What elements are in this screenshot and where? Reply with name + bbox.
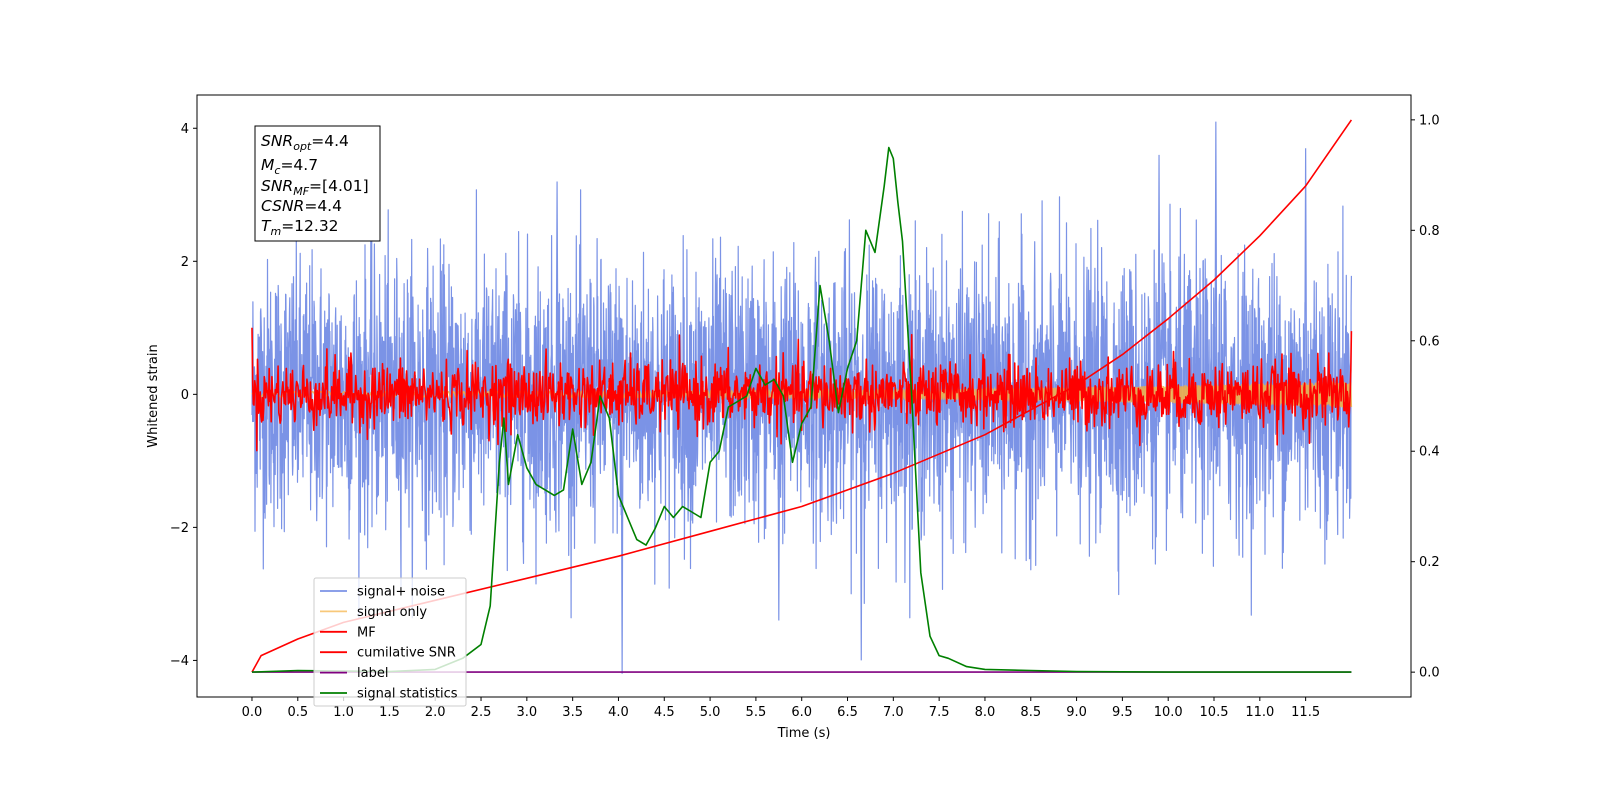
x-tick-label: 5.0 [700,705,721,720]
x-axis-label: Time (s) [777,726,831,741]
csnr-text: CSNR=4.4 [261,197,342,215]
x-tick-label: 3.0 [516,705,537,720]
x-tick-label: 0.0 [242,705,263,720]
axes-frame [196,94,1412,698]
y2-tick-label: 0.2 [1419,555,1440,570]
legend-label-3: cumilative SNR [357,646,456,661]
x-tick-label: 4.0 [608,705,629,720]
mc-text: Mc=4.7 [261,156,318,177]
series-spike-0-3 [1304,148,1308,395]
x-tick-label: 6.5 [837,705,858,720]
y2-tick-label: 1.0 [1419,113,1440,128]
legend: signal+ noise signal only MF cumilative SNR… [313,577,467,707]
x-tick-label: 9.0 [1066,705,1087,720]
series-line-5 [251,146,1352,673]
x-tick-label: 7.0 [883,705,904,720]
series-spike-0-2 [859,394,863,661]
y-tick-label: 0 [181,388,189,403]
x-tick-label: 8.0 [975,705,996,720]
x-tick-label: 1.0 [333,705,354,720]
y2-tick-label: 0.8 [1419,224,1440,239]
x-tick-label: 1.5 [379,705,400,720]
tm-text: Tm=12.32 [261,217,339,238]
x-tick-label: 8.5 [1020,705,1041,720]
y2-tick-label: 0.6 [1419,334,1440,349]
x-tick-label: 2.5 [471,705,492,720]
x-axis: 0.0 0.5 1.0 1.5 2.0 2.5 3.0 3.5 4.0 4.5 5.0 5.5 6.0 6… [242,697,1320,720]
x-tick-label: 3.5 [562,705,583,720]
y-axis-right: 1.0 0.8 0.6 0.4 0.2 0.0 [1411,113,1440,681]
y-tick-label: 4 [181,122,189,137]
series-spike-0-4 [1157,154,1161,395]
legend-label-5: signal statistics [357,687,458,702]
y-tick-label: 2 [181,255,189,270]
series-line-2 [251,327,1353,452]
legend-label-0: signal+ noise [357,585,445,600]
stats-annotation-box: SNRopt=4.4 Mc=4.7 SNRMF=[4.01] CSNR=4.4 … [254,125,381,242]
y-tick-label: −2 [170,521,189,536]
legend-label-2: MF [357,625,376,640]
x-tick-label: 5.5 [746,705,767,720]
legend-label-1: signal only [357,605,427,620]
y-axis-label: Whitened strain [146,344,161,447]
series-spike-0-1 [1214,121,1218,395]
x-tick-label: 10.0 [1154,705,1183,720]
x-tick-label: 11.0 [1245,705,1274,720]
y2-tick-label: 0.4 [1419,445,1440,460]
series-spike-0-5 [555,181,559,395]
x-tick-label: 10.5 [1200,705,1229,720]
x-tick-label: 2.0 [425,705,446,720]
x-tick-label: 4.5 [654,705,675,720]
y-tick-label: −4 [170,654,189,669]
x-tick-label: 6.0 [791,705,812,720]
snr-opt-text: SNRopt=4.4 [261,132,349,153]
y-axis-left: 4 2 0 −2 −4 [170,122,197,669]
y2-tick-label: 0.0 [1419,666,1440,681]
x-tick-label: 7.5 [929,705,950,720]
series-spike-0-0 [620,394,624,674]
legend-label-4: label [357,666,388,681]
x-tick-label: 0.5 [287,705,308,720]
x-tick-label: 11.5 [1291,705,1320,720]
x-tick-label: 9.5 [1112,705,1133,720]
snr-mf-text: SNRMF=[4.01] [261,177,369,198]
